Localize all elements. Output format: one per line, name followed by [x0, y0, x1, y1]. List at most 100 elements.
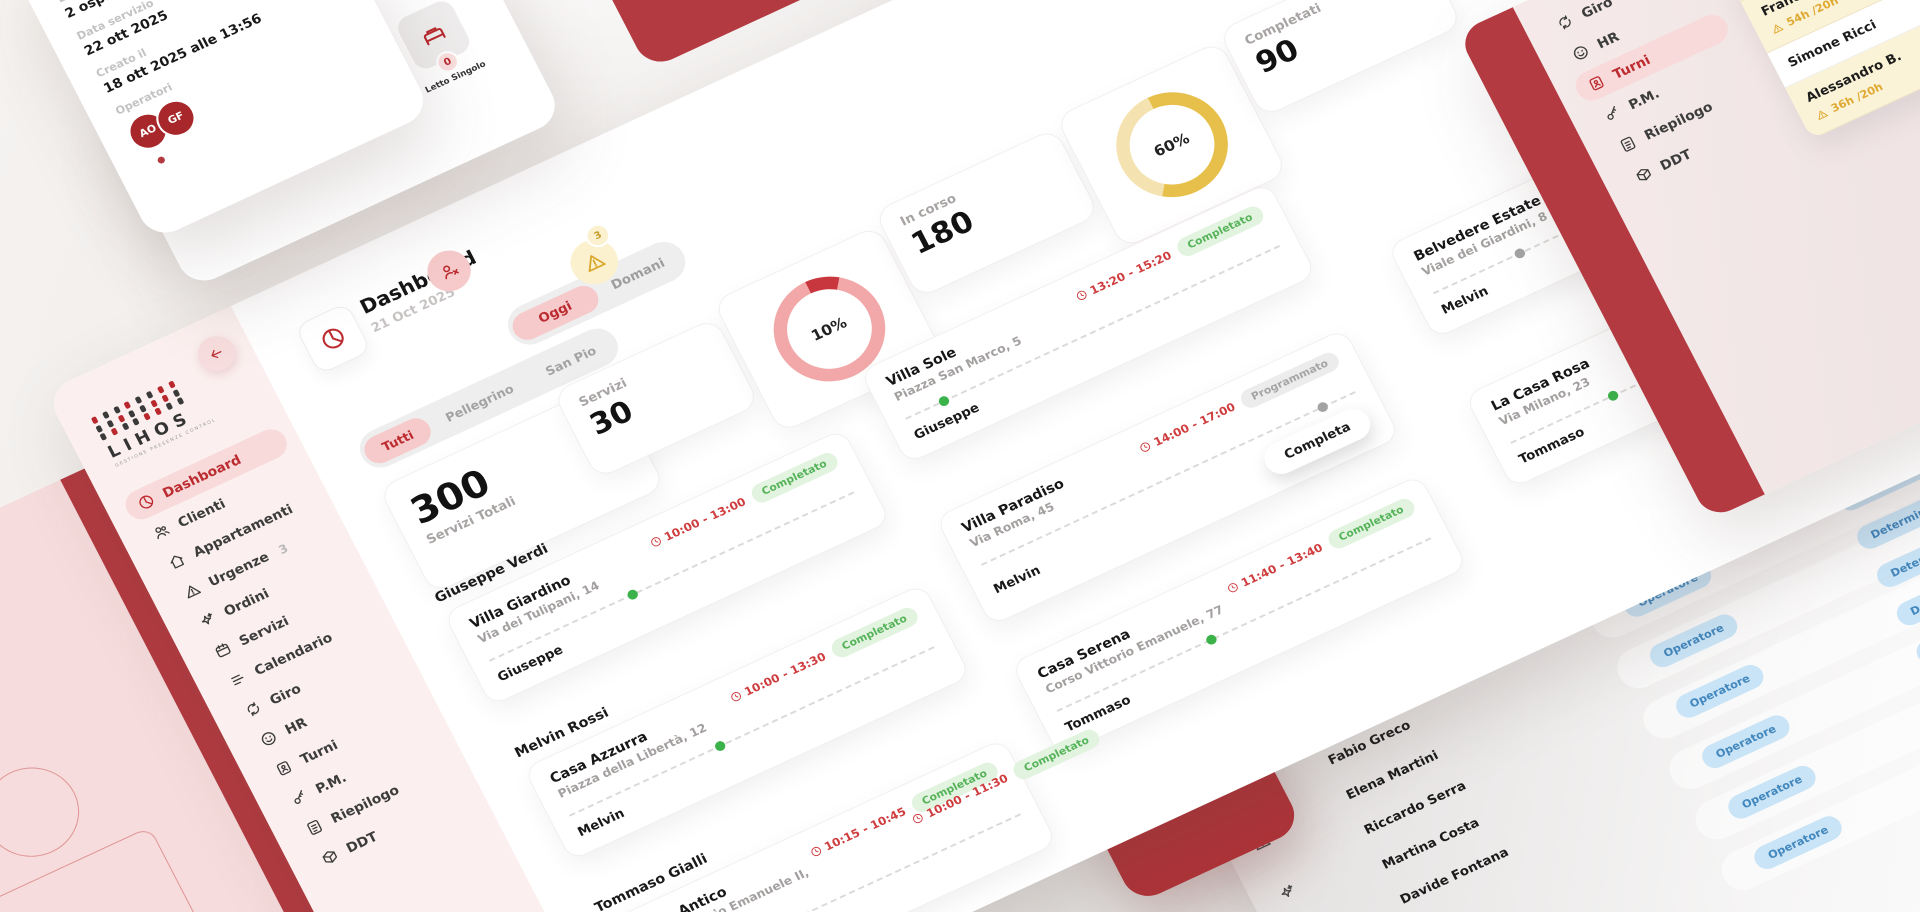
hours-warning: 54h /20h [1769, 0, 1920, 36]
service-card-borgo-antico[interactable]: Borgo AnticoCorso Vittorio Emanuele II, … [603, 738, 1058, 912]
service-card-casa-azzurra[interactable]: Casa Azzurra Piazza della Libertà, 12 10:0… [523, 583, 972, 862]
clock-icon [1073, 288, 1090, 304]
turni-sidebar-item-turni[interactable]: Turni [1570, 9, 1734, 106]
stat-completati: Completati 90 [1218, 0, 1463, 118]
service-time: 14:00 - 17:00 [1136, 399, 1238, 456]
warning-icon [180, 580, 203, 602]
clock-icon [910, 811, 927, 827]
pie-icon [135, 491, 158, 513]
service-card-villa-paradiso[interactable]: Villa Paradiso Via Roma, 45 14:00 - 17:00 P… [934, 328, 1401, 627]
alerts-count-badge: 3 [581, 219, 615, 252]
sidebar-item-urgenze[interactable]: Urgenze 3 [166, 513, 338, 613]
service-card-top: Casa Serena Corso Vittorio Emanuele, 77 11… [1035, 495, 1423, 697]
service-time-text: 10:00 - 13:00 [661, 494, 749, 544]
service-time-text: 14:00 - 17:00 [1151, 399, 1238, 449]
sidebar-item-dashboard[interactable]: Dashboard [120, 424, 293, 525]
user-avatar[interactable] [420, 243, 479, 299]
warning-icon [1769, 20, 1786, 36]
sidebar-item-giro[interactable]: Giro [227, 631, 399, 731]
turni-sidebar-item-riepilogo[interactable]: Riepilogo [1602, 71, 1765, 167]
service-card-names: Casa Serena Corso Vittorio Emanuele, 77 [1035, 587, 1226, 697]
sidebar-item-label: Turni [297, 736, 341, 768]
service-card-casa-serena[interactable]: Casa Serena Corso Vittorio Emanuele, 77 11… [1010, 474, 1468, 757]
sidebar-item-calendario[interactable]: Calendario [212, 602, 384, 702]
sidebar-item-pm[interactable]: P.M. [273, 720, 445, 820]
sidebar-item-servizi[interactable]: Servizi [197, 572, 369, 672]
filter-chip-tutti[interactable]: Tutti [359, 413, 436, 468]
collapse-sidebar-button[interactable] [191, 330, 242, 378]
service-card-top: Borgo AnticoCorso Vittorio Emanuele II, … [628, 759, 1013, 912]
turni-sidebar-item-giro[interactable]: Giro [1539, 0, 1702, 45]
status-badge: Programmato [1237, 349, 1343, 412]
service-card-names: Villa Paradiso Via Roma, 45 [959, 476, 1074, 550]
service-card-meta: 10:00 - 13:30 Completato [726, 604, 922, 709]
key-icon [288, 787, 311, 809]
list-icon [226, 668, 249, 690]
sidebar-item-label: Giro [266, 680, 304, 709]
turni-sidebar-item-ddt[interactable]: DDT [1618, 101, 1781, 197]
completa-button[interactable]: Completa [1259, 403, 1377, 480]
pie-chart-icon [315, 322, 351, 356]
list-icon [1538, 0, 1561, 3]
operator-hours-row[interactable]: Francesca Romano54h /20h [1740, 0, 1920, 54]
sidebar-item-ordini[interactable]: Ordini [181, 543, 353, 643]
operator-name: Melvin [575, 806, 628, 841]
main-dashboard-panel: LIHOS GESTIONE PRESENZE CONTROL Dashboar… [45, 0, 1920, 912]
status-badge: Completato [827, 604, 922, 661]
service-card-villa-sole[interactable]: Villa Sole Piazza San Marco, 5 13:20 - 15:… [859, 182, 1317, 465]
timeline-dot [937, 394, 952, 408]
service-card-top: Villa Giardino Via dei Tulipani, 14 10:00 … [467, 449, 846, 646]
service-card-partial-meta: 10:00 - 11:30 Completato [908, 726, 1104, 830]
sidebar-item-label: DDT [343, 828, 381, 856]
service-timeline [569, 646, 935, 817]
status-badge: Completato [747, 449, 841, 506]
operator-name: Giuseppe [495, 642, 566, 686]
sidebar-item-appartamenti[interactable]: Appartamenti [151, 483, 323, 583]
home-icon [165, 550, 188, 572]
config-tile: 0 Letto Singolo [385, 0, 498, 108]
sidebar-item-hr[interactable]: HR [243, 661, 415, 761]
clock-icon [1137, 439, 1154, 455]
clock-icon [1224, 580, 1241, 596]
sidebar-item-turni[interactable]: Turni [258, 690, 430, 790]
idcard-icon [1585, 72, 1608, 94]
service-card-villa-giardino[interactable]: Villa Giardino Via dei Tulipani, 14 10:00 … [442, 428, 892, 707]
refresh-icon [1553, 11, 1576, 33]
stat-completati-value: 90 [1250, 32, 1305, 81]
bed-icon-icon [416, 18, 452, 52]
timeline-dot [625, 588, 640, 602]
operator-name: Tommaso [1062, 692, 1134, 736]
timeline-dot [1204, 633, 1219, 647]
service-card-top: Casa Azzurra Piazza della Libertà, 12 10:0… [548, 604, 927, 801]
property-address: Corso Vittorio Emanuele, 77 [1043, 602, 1226, 697]
decor-dot [156, 155, 167, 165]
warning-icon [579, 248, 609, 277]
donut-60pct: 60% [1097, 74, 1247, 216]
sparkle-icon [196, 609, 219, 631]
alerts-button[interactable]: 3 [562, 219, 627, 292]
timeline-dot [1606, 389, 1621, 403]
sidebar-item-ddt[interactable]: DDT [304, 779, 476, 879]
stat-in-corso: In corso 180 [873, 127, 1100, 299]
package-icon [318, 846, 341, 868]
person-x-icon [435, 258, 463, 284]
people-icon [150, 521, 173, 543]
refresh-icon [242, 698, 265, 720]
doc-icon [303, 816, 326, 838]
turni-sidebar-item-hr[interactable]: HR [1555, 0, 1718, 75]
clock-icon [647, 534, 664, 550]
service-time-text: 10:15 - 10:45 [821, 804, 909, 854]
sidebar-item-riepilogo[interactable]: Riepilogo [289, 750, 461, 850]
smiley-icon [1569, 42, 1592, 64]
service-time: 10:00 - 13:00 [647, 495, 748, 551]
sidebar-item-clienti[interactable]: Clienti [136, 454, 308, 554]
idcard-icon [272, 757, 295, 779]
operator-hours-row[interactable]: Alessandro B. 36h /20h [1785, 0, 1920, 140]
service-time-text: 11:40 - 13:40 [1238, 540, 1325, 590]
warning-icon [1813, 106, 1830, 122]
turni-sidebar-item-pm[interactable]: P.M. [1586, 40, 1749, 136]
turni-sidebar-item-label: DDT [1657, 146, 1694, 174]
